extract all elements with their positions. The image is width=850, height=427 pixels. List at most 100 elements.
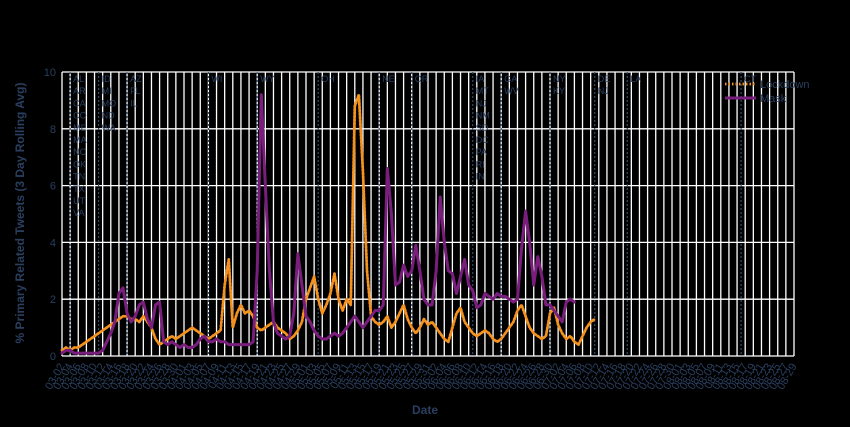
data-point	[175, 344, 177, 346]
data-point	[309, 287, 311, 289]
primary-state-label: MA	[73, 135, 87, 145]
data-point	[256, 270, 258, 272]
data-point	[419, 327, 421, 329]
primary-state-label: MI	[102, 86, 112, 96]
data-point	[459, 307, 462, 309]
data-point	[61, 349, 63, 351]
primary-state-label: PA	[476, 147, 487, 157]
data-point	[407, 275, 409, 278]
data-point	[281, 329, 283, 332]
primary-state-label: OR	[415, 74, 429, 84]
data-point	[504, 332, 506, 334]
data-point	[525, 210, 527, 212]
data-point	[439, 332, 441, 334]
data-point	[211, 341, 214, 343]
data-point	[159, 301, 161, 303]
primary-state-label: MO	[102, 98, 117, 108]
data-point	[289, 335, 291, 337]
data-point	[581, 335, 584, 337]
data-point	[260, 329, 262, 332]
data-point	[232, 344, 234, 346]
data-point	[455, 292, 458, 295]
primary-state-label: IA	[476, 74, 485, 84]
data-point	[276, 332, 279, 334]
primary-state-label: AR	[73, 86, 86, 96]
data-point	[533, 332, 535, 334]
data-point	[195, 344, 197, 346]
data-point	[565, 338, 567, 340]
data-point	[390, 327, 392, 329]
data-point	[236, 344, 238, 346]
data-point	[138, 304, 140, 306]
data-point	[350, 304, 352, 306]
data-point	[163, 341, 165, 343]
data-point	[577, 344, 580, 346]
primary-state-label: NY	[553, 74, 566, 84]
data-point	[455, 312, 458, 314]
data-point	[305, 298, 307, 300]
data-point	[516, 298, 519, 300]
data-point	[248, 344, 250, 346]
data-point	[220, 341, 222, 343]
primary-state-label: NJ	[476, 98, 487, 108]
data-point	[447, 341, 449, 343]
data-point	[411, 327, 413, 329]
x-axis-title: Date	[412, 403, 438, 417]
data-point	[537, 335, 539, 337]
primary-state-label: MT	[476, 86, 489, 96]
data-point	[545, 304, 547, 306]
data-point	[110, 324, 112, 326]
data-point	[207, 341, 209, 343]
primary-state-label: NC	[73, 147, 86, 157]
data-point	[431, 321, 433, 323]
data-point	[476, 307, 478, 309]
data-point	[130, 321, 132, 323]
primary-state-label: SD	[476, 123, 489, 133]
data-point	[500, 295, 502, 297]
primary-state-label: WI	[211, 74, 222, 84]
data-point	[545, 335, 547, 337]
data-point	[508, 298, 510, 300]
data-point	[333, 332, 336, 334]
data-point	[211, 335, 214, 337]
data-point	[382, 304, 384, 306]
data-point	[415, 244, 417, 246]
y-tick-label: 4	[50, 237, 56, 249]
data-point	[244, 312, 246, 314]
y-axis-title: % Primary Related Tweets (3 Day Rolling …	[13, 83, 27, 344]
data-point	[73, 352, 75, 354]
data-point	[203, 335, 205, 337]
data-point	[187, 346, 189, 349]
data-point	[248, 309, 250, 312]
primary-state-label: IL	[130, 98, 138, 108]
data-point	[382, 321, 384, 323]
y-tick-label: 8	[50, 124, 56, 136]
primary-state-label: VA	[73, 208, 84, 218]
data-point	[171, 335, 173, 337]
series-points-mask	[61, 94, 576, 354]
y-tick-label: 6	[50, 181, 56, 193]
data-point	[89, 338, 92, 340]
primary-state-label: AZ	[130, 74, 142, 84]
data-point	[492, 298, 494, 300]
data-point	[468, 327, 470, 329]
primary-state-label: NJ	[598, 86, 609, 96]
data-point	[98, 352, 100, 354]
data-point	[333, 273, 336, 275]
data-point	[195, 329, 197, 332]
data-point	[415, 332, 417, 334]
primary-state-label: DE	[598, 74, 611, 84]
data-point	[512, 301, 515, 303]
data-point	[215, 338, 218, 340]
x-axis-ticks: 03-0203-0403-0603-0803-1003-1203-1403-16…	[43, 362, 799, 392]
data-point	[464, 321, 466, 323]
legend: Lockdown Mask	[725, 79, 810, 105]
primary-state-label: RI	[476, 159, 485, 169]
data-point	[447, 270, 449, 272]
data-point	[118, 318, 120, 320]
data-point	[459, 275, 462, 278]
data-point	[65, 349, 67, 351]
data-point	[118, 292, 120, 295]
data-point	[289, 338, 291, 340]
data-point	[154, 304, 157, 306]
